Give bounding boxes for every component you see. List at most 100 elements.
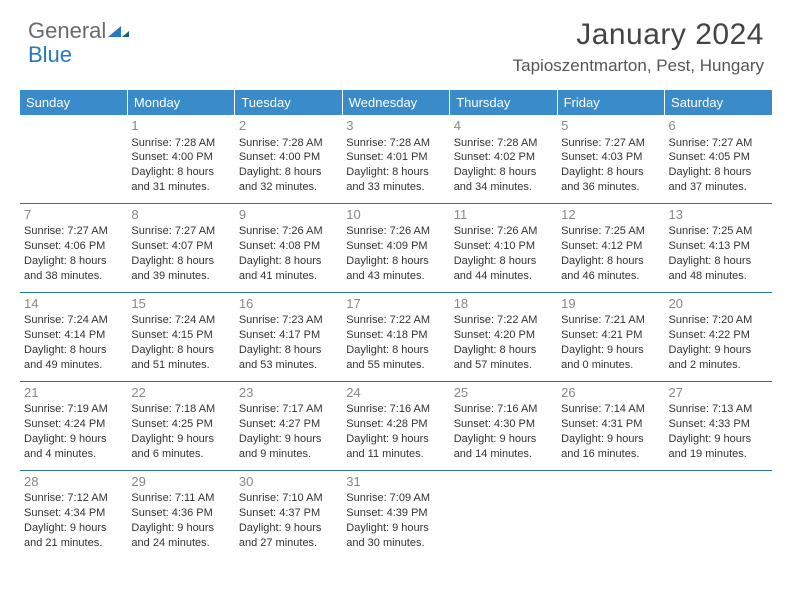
weekday-header: Monday	[127, 90, 234, 115]
day-info: Sunrise: 7:09 AMSunset: 4:39 PMDaylight:…	[346, 491, 445, 550]
calendar-day-cell: 20Sunrise: 7:20 AMSunset: 4:22 PMDayligh…	[665, 292, 772, 381]
weekday-header: Saturday	[665, 90, 772, 115]
day-info: Sunrise: 7:14 AMSunset: 4:31 PMDaylight:…	[561, 402, 660, 461]
day-number: 3	[346, 115, 445, 136]
calendar-day-cell: 24Sunrise: 7:16 AMSunset: 4:28 PMDayligh…	[342, 381, 449, 470]
day-info: Sunrise: 7:26 AMSunset: 4:10 PMDaylight:…	[454, 224, 553, 283]
day-info: Sunrise: 7:11 AMSunset: 4:36 PMDaylight:…	[131, 491, 230, 550]
calendar-day-cell: 23Sunrise: 7:17 AMSunset: 4:27 PMDayligh…	[235, 381, 342, 470]
day-info: Sunrise: 7:26 AMSunset: 4:09 PMDaylight:…	[346, 224, 445, 283]
day-info: Sunrise: 7:21 AMSunset: 4:21 PMDaylight:…	[561, 313, 660, 372]
calendar-day-cell: 30Sunrise: 7:10 AMSunset: 4:37 PMDayligh…	[235, 470, 342, 558]
day-number: 29	[131, 471, 230, 492]
weekday-header-row: SundayMondayTuesdayWednesdayThursdayFrid…	[20, 90, 772, 115]
calendar-day-cell: 11Sunrise: 7:26 AMSunset: 4:10 PMDayligh…	[450, 203, 557, 292]
day-number: 2	[239, 115, 338, 136]
day-number: 21	[24, 382, 123, 403]
day-number: 22	[131, 382, 230, 403]
day-number: 14	[24, 293, 123, 314]
day-info: Sunrise: 7:28 AMSunset: 4:00 PMDaylight:…	[239, 136, 338, 195]
weekday-header: Sunday	[20, 90, 127, 115]
day-number: 26	[561, 382, 660, 403]
day-number: 6	[669, 115, 768, 136]
day-number: 13	[669, 204, 768, 225]
day-info: Sunrise: 7:27 AMSunset: 4:03 PMDaylight:…	[561, 136, 660, 195]
weekday-header: Tuesday	[235, 90, 342, 115]
calendar-day-cell: 19Sunrise: 7:21 AMSunset: 4:21 PMDayligh…	[557, 292, 664, 381]
day-info: Sunrise: 7:27 AMSunset: 4:07 PMDaylight:…	[131, 224, 230, 283]
day-number: 9	[239, 204, 338, 225]
day-info: Sunrise: 7:10 AMSunset: 4:37 PMDaylight:…	[239, 491, 338, 550]
day-info: Sunrise: 7:25 AMSunset: 4:13 PMDaylight:…	[669, 224, 768, 283]
day-info: Sunrise: 7:27 AMSunset: 4:05 PMDaylight:…	[669, 136, 768, 195]
calendar-day-cell: 3Sunrise: 7:28 AMSunset: 4:01 PMDaylight…	[342, 115, 449, 203]
day-number: 28	[24, 471, 123, 492]
location-subtitle: Tapioszentmarton, Pest, Hungary	[513, 56, 764, 76]
day-number: 15	[131, 293, 230, 314]
calendar-day-cell: 31Sunrise: 7:09 AMSunset: 4:39 PMDayligh…	[342, 470, 449, 558]
day-info: Sunrise: 7:28 AMSunset: 4:02 PMDaylight:…	[454, 136, 553, 195]
day-number: 11	[454, 204, 553, 225]
calendar-day-cell: 1Sunrise: 7:28 AMSunset: 4:00 PMDaylight…	[127, 115, 234, 203]
logo-line2: Blue	[28, 42, 72, 68]
calendar-day-cell: 26Sunrise: 7:14 AMSunset: 4:31 PMDayligh…	[557, 381, 664, 470]
calendar-empty-cell	[450, 470, 557, 558]
calendar-body: 1Sunrise: 7:28 AMSunset: 4:00 PMDaylight…	[20, 115, 772, 559]
calendar-day-cell: 17Sunrise: 7:22 AMSunset: 4:18 PMDayligh…	[342, 292, 449, 381]
day-number: 27	[669, 382, 768, 403]
calendar-day-cell: 29Sunrise: 7:11 AMSunset: 4:36 PMDayligh…	[127, 470, 234, 558]
calendar-empty-cell	[20, 115, 127, 203]
day-info: Sunrise: 7:28 AMSunset: 4:01 PMDaylight:…	[346, 136, 445, 195]
page-title: January 2024	[513, 18, 764, 52]
day-number: 16	[239, 293, 338, 314]
day-info: Sunrise: 7:22 AMSunset: 4:20 PMDaylight:…	[454, 313, 553, 372]
calendar-empty-cell	[665, 470, 772, 558]
calendar-day-cell: 15Sunrise: 7:24 AMSunset: 4:15 PMDayligh…	[127, 292, 234, 381]
calendar-day-cell: 4Sunrise: 7:28 AMSunset: 4:02 PMDaylight…	[450, 115, 557, 203]
calendar-day-cell: 2Sunrise: 7:28 AMSunset: 4:00 PMDaylight…	[235, 115, 342, 203]
day-info: Sunrise: 7:27 AMSunset: 4:06 PMDaylight:…	[24, 224, 123, 283]
day-number: 17	[346, 293, 445, 314]
day-info: Sunrise: 7:24 AMSunset: 4:14 PMDaylight:…	[24, 313, 123, 372]
calendar-day-cell: 8Sunrise: 7:27 AMSunset: 4:07 PMDaylight…	[127, 203, 234, 292]
day-info: Sunrise: 7:20 AMSunset: 4:22 PMDaylight:…	[669, 313, 768, 372]
day-number: 18	[454, 293, 553, 314]
weekday-header: Thursday	[450, 90, 557, 115]
calendar-day-cell: 28Sunrise: 7:12 AMSunset: 4:34 PMDayligh…	[20, 470, 127, 558]
day-number: 7	[24, 204, 123, 225]
calendar-table: SundayMondayTuesdayWednesdayThursdayFrid…	[20, 90, 772, 559]
day-number: 19	[561, 293, 660, 314]
calendar-week-row: 7Sunrise: 7:27 AMSunset: 4:06 PMDaylight…	[20, 203, 772, 292]
day-number: 12	[561, 204, 660, 225]
logo-mark-icon	[108, 20, 130, 43]
day-info: Sunrise: 7:18 AMSunset: 4:25 PMDaylight:…	[131, 402, 230, 461]
day-number: 20	[669, 293, 768, 314]
calendar-day-cell: 7Sunrise: 7:27 AMSunset: 4:06 PMDaylight…	[20, 203, 127, 292]
day-info: Sunrise: 7:22 AMSunset: 4:18 PMDaylight:…	[346, 313, 445, 372]
day-info: Sunrise: 7:25 AMSunset: 4:12 PMDaylight:…	[561, 224, 660, 283]
calendar-week-row: 28Sunrise: 7:12 AMSunset: 4:34 PMDayligh…	[20, 470, 772, 558]
day-number: 8	[131, 204, 230, 225]
day-info: Sunrise: 7:17 AMSunset: 4:27 PMDaylight:…	[239, 402, 338, 461]
day-number: 31	[346, 471, 445, 492]
day-info: Sunrise: 7:12 AMSunset: 4:34 PMDaylight:…	[24, 491, 123, 550]
calendar-week-row: 14Sunrise: 7:24 AMSunset: 4:14 PMDayligh…	[20, 292, 772, 381]
calendar-day-cell: 16Sunrise: 7:23 AMSunset: 4:17 PMDayligh…	[235, 292, 342, 381]
title-block: January 2024 Tapioszentmarton, Pest, Hun…	[513, 18, 764, 76]
day-info: Sunrise: 7:24 AMSunset: 4:15 PMDaylight:…	[131, 313, 230, 372]
calendar-day-cell: 14Sunrise: 7:24 AMSunset: 4:14 PMDayligh…	[20, 292, 127, 381]
calendar-day-cell: 22Sunrise: 7:18 AMSunset: 4:25 PMDayligh…	[127, 381, 234, 470]
day-info: Sunrise: 7:19 AMSunset: 4:24 PMDaylight:…	[24, 402, 123, 461]
day-number: 23	[239, 382, 338, 403]
day-number: 24	[346, 382, 445, 403]
header: General January 2024 Tapioszentmarton, P…	[0, 0, 792, 80]
logo-text-blue: Blue	[28, 42, 72, 67]
calendar-empty-cell	[557, 470, 664, 558]
day-info: Sunrise: 7:16 AMSunset: 4:28 PMDaylight:…	[346, 402, 445, 461]
logo: General	[28, 18, 130, 44]
calendar-day-cell: 27Sunrise: 7:13 AMSunset: 4:33 PMDayligh…	[665, 381, 772, 470]
calendar-day-cell: 10Sunrise: 7:26 AMSunset: 4:09 PMDayligh…	[342, 203, 449, 292]
day-info: Sunrise: 7:16 AMSunset: 4:30 PMDaylight:…	[454, 402, 553, 461]
calendar-day-cell: 9Sunrise: 7:26 AMSunset: 4:08 PMDaylight…	[235, 203, 342, 292]
day-info: Sunrise: 7:28 AMSunset: 4:00 PMDaylight:…	[131, 136, 230, 195]
